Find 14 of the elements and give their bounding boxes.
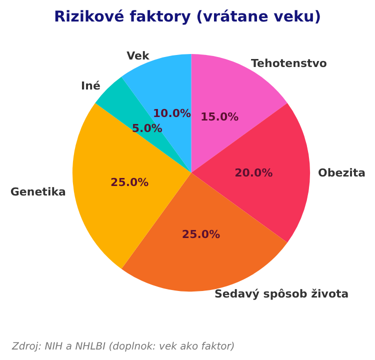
data-label: 5.0% — [132, 122, 162, 136]
slice-label: Sedavý spôsob života — [214, 288, 349, 301]
slice-label: Obezita — [318, 166, 366, 180]
text: Zdroj: NIH a NHLBI (doplnok: vek ako faktor) — [11, 342, 235, 352]
slice-label: Iné — [81, 79, 100, 92]
chart-title: Rizikové faktory (vrátane veku) — [54, 8, 322, 26]
slice-label: Genetika — [10, 186, 66, 199]
data-label: 10.0% — [152, 106, 192, 120]
data-label: 15.0% — [200, 110, 239, 124]
data-label: 25.0% — [182, 228, 220, 241]
slice-label: Vek — [126, 50, 150, 63]
data-label: 25.0% — [110, 176, 149, 190]
data-label: 20.0% — [234, 166, 273, 180]
slice-label: Tehotenstvo — [251, 56, 328, 70]
